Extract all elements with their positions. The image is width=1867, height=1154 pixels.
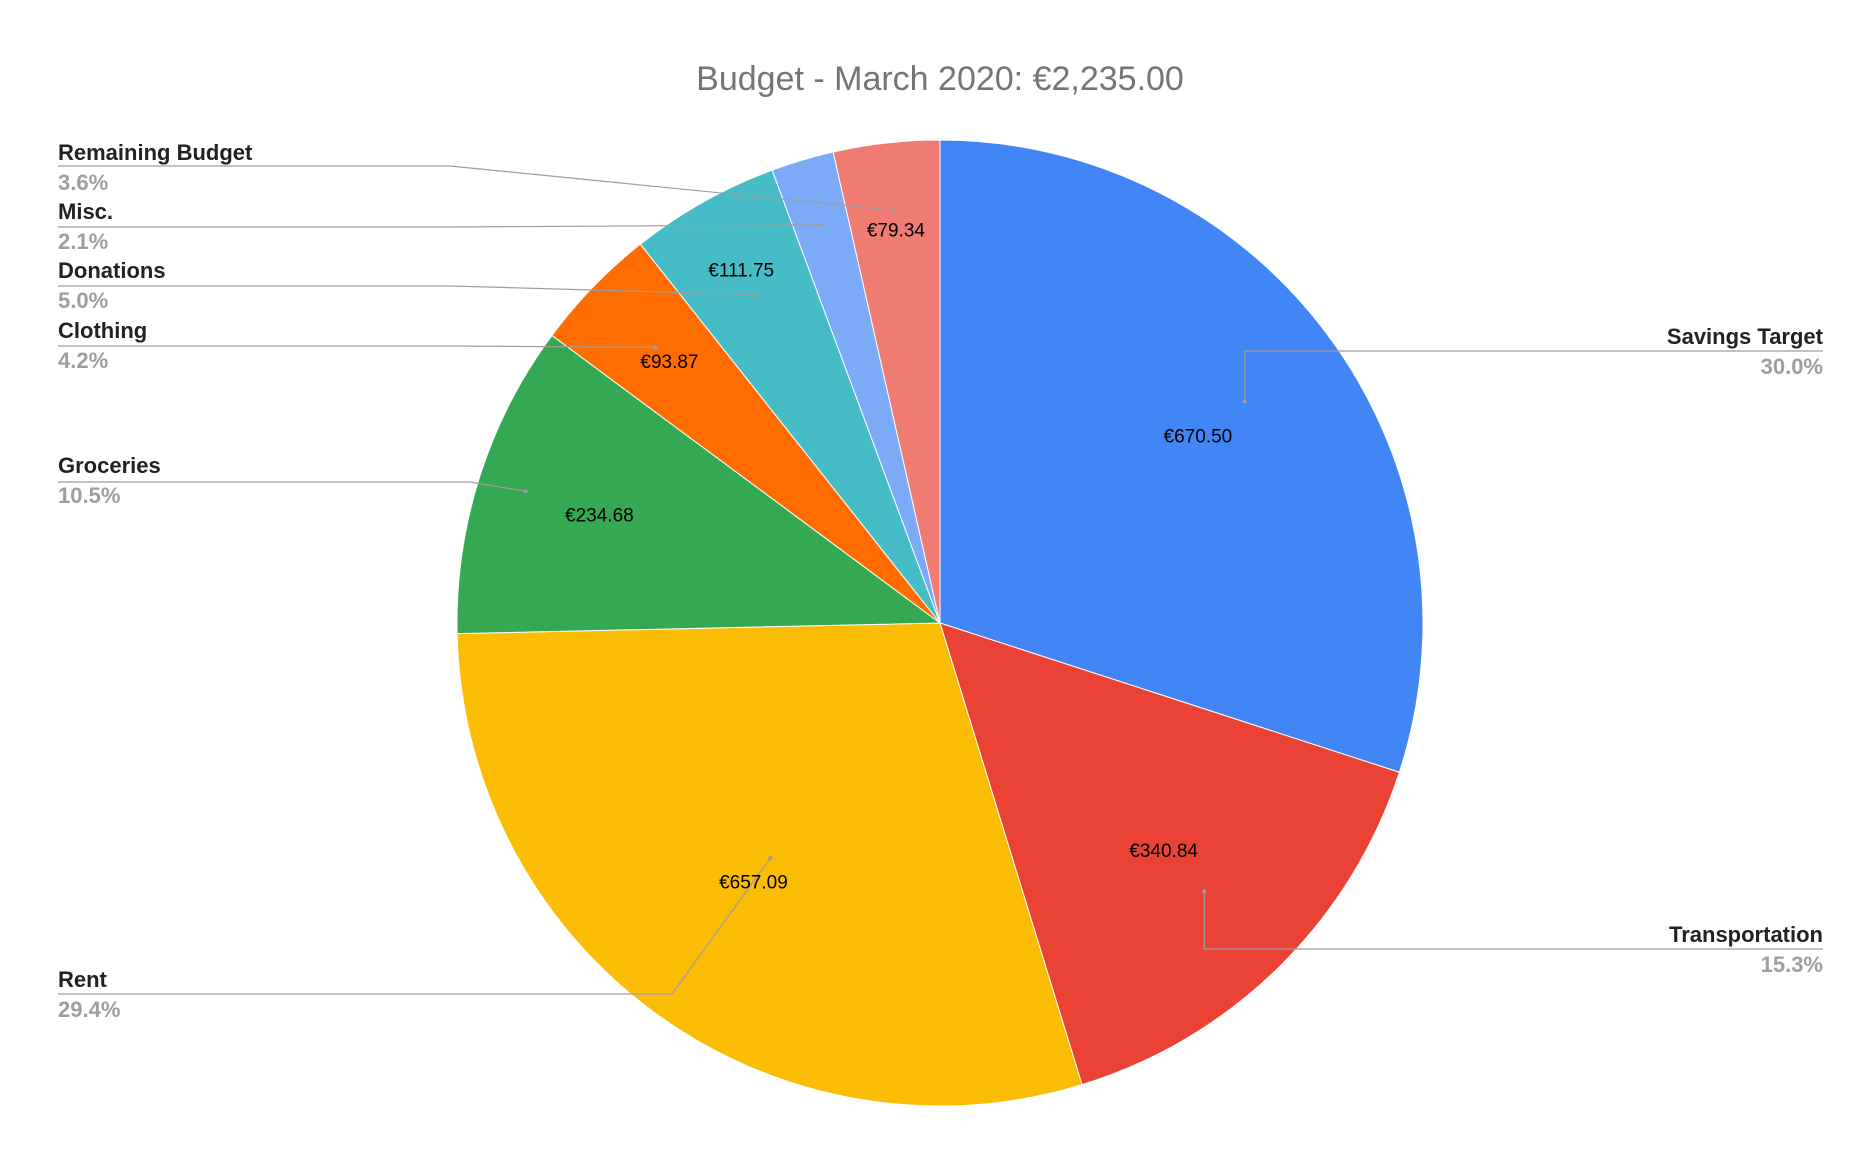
leader-line-transportation [1203,891,1823,950]
leader-line-groceries [58,481,526,492]
legend-label-transportation: Transportation [1669,922,1823,947]
slice-value-label-groceries: €234.68 [565,506,634,527]
leader-line-clothing [58,345,656,348]
legend-percent-transportation: 15.3% [1761,952,1823,977]
leader-line-savings-target [1244,350,1823,402]
legend-percent-savings-target: 30.0% [1761,354,1823,379]
pie-slices [456,139,1424,1107]
leader-line-misc [58,224,822,228]
pie-slice-transportation [939,622,1400,1086]
leader-line-rent [58,857,771,995]
pie-slice-donations [639,169,941,624]
leader-line-remaining-budget [58,165,894,211]
chart-title: Budget - March 2020: €2,235.00 [696,60,1184,98]
legend-percent-clothing: 4.2% [58,348,108,373]
pie-slice-savings-target [939,139,1424,773]
legend-percent-donations: 5.0% [58,288,108,313]
legend-percent-misc: 2.1% [58,229,108,254]
legend-label-rent: Rent [58,967,108,992]
legend-percent-remaining-budget: 3.6% [58,170,108,195]
legend-label-remaining-budget: Remaining Budget [58,140,253,165]
legend-label-misc: Misc. [58,199,113,224]
leader-lines [58,165,1823,995]
slice-legend-labels: Savings Target 30.0% Transportation 15.3% Re… [58,140,1824,1022]
pie-slice-remaining-budget [832,139,941,624]
legend-label-donations: Donations [58,258,166,283]
legend-label-clothing: Clothing [58,318,147,343]
pie-slice-groceries [456,334,942,635]
legend-label-groceries: Groceries [58,453,161,478]
slice-value-label-rent: €657.09 [719,872,788,893]
pie-slice-rent [456,622,1083,1107]
legend-percent-groceries: 10.5% [58,483,120,508]
legend-label-savings-target: Savings Target [1667,324,1824,349]
legend-percent-rent: 29.4% [58,997,120,1022]
leader-line-donations [58,285,756,296]
slice-value-label-savings-target: €670.50 [1164,427,1233,448]
slice-value-label-remaining-budget: €79.34 [867,220,926,241]
slice-value-label-clothing: €93.87 [640,352,698,373]
slice-value-label-donations: €111.75 [708,260,774,281]
slice-value-label-transportation: €340.84 [1129,841,1198,862]
slice-value-labels: €670.50 €340.84 €657.09 €234.68 €93.87 €111.7… [565,220,1232,893]
